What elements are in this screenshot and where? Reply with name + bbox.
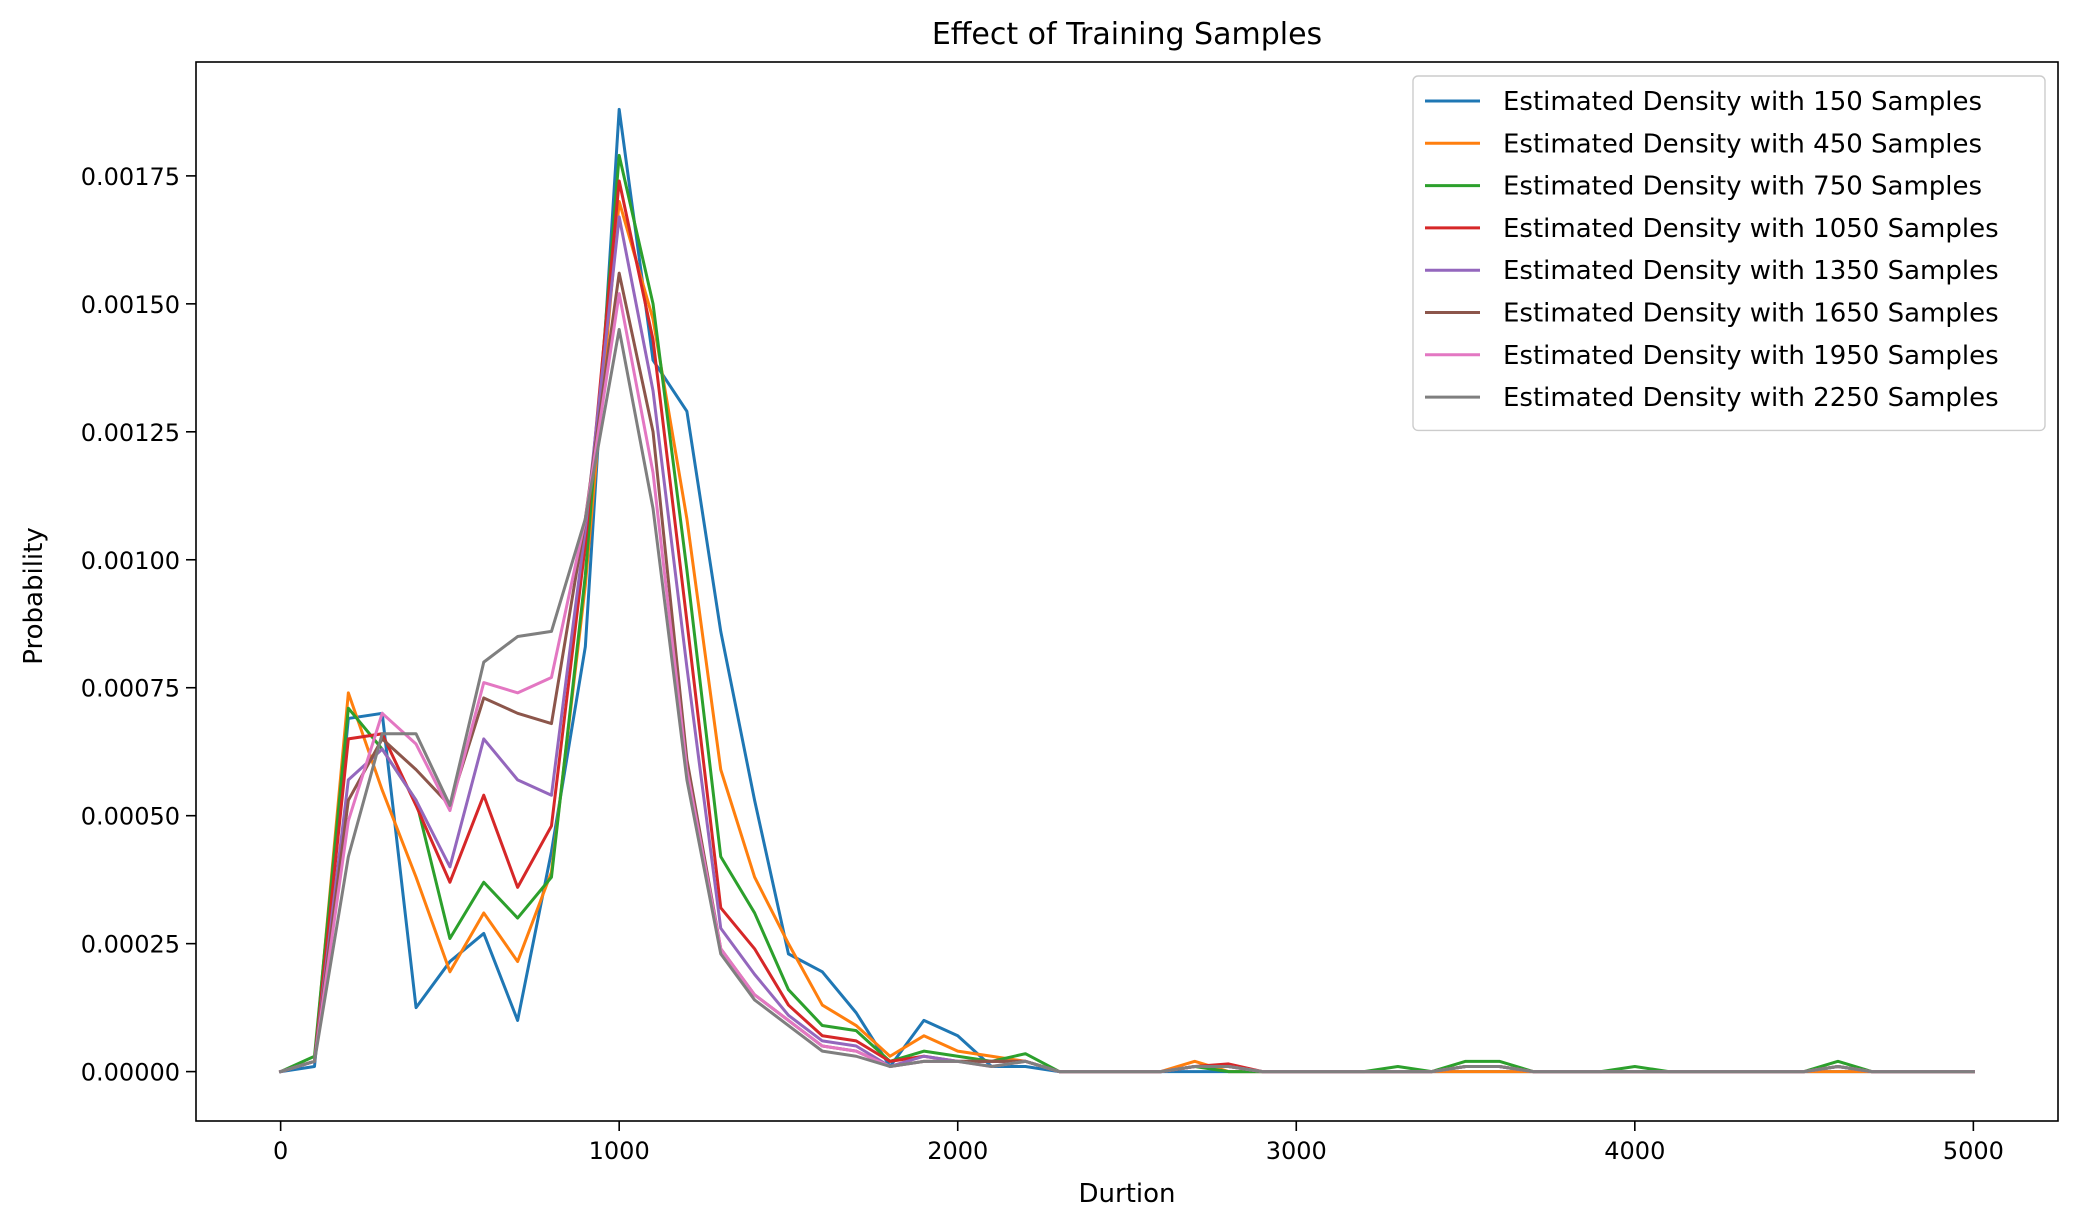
x-tick-label: 5000 <box>1943 1137 2004 1165</box>
y-tick-label: 0.00150 <box>81 291 180 319</box>
y-tick-label: 0.00175 <box>81 163 180 191</box>
series-lines <box>278 107 1975 1074</box>
legend-label: Estimated Density with 1050 Samples <box>1503 214 1999 244</box>
legend-label: Estimated Density with 1950 Samples <box>1503 341 1999 371</box>
legend-frame <box>1412 75 2046 432</box>
x-axis-label: Durtion <box>1079 1179 1176 1209</box>
x-tick-label: 0 <box>273 1137 288 1165</box>
y-tick-label: 0.00025 <box>81 931 180 959</box>
x-axis-ticks: 0 1000 2000 3000 4000 5000 <box>273 1121 2004 1165</box>
y-tick-label: 0.00000 <box>81 1059 180 1087</box>
y-axis-ticks: 0.00000 0.00025 0.00050 0.00075 0.00100 0.001… <box>81 163 196 1087</box>
legend: Estimated Density with 150 Samples Estima… <box>1412 75 2046 432</box>
y-axis-label: Probability <box>19 527 49 664</box>
x-tick-label: 3000 <box>1266 1137 1327 1165</box>
x-tick-label: 2000 <box>927 1137 988 1165</box>
legend-label: Estimated Density with 1650 Samples <box>1503 299 1999 329</box>
chart-title: Effect of Training Samples <box>932 17 1322 52</box>
legend-label: Estimated Density with 750 Samples <box>1503 172 1982 202</box>
y-tick-label: 0.00075 <box>81 675 180 703</box>
plot-frame <box>195 61 2059 1122</box>
series-line-7 <box>278 327 1975 1074</box>
x-tick-label: 1000 <box>589 1137 650 1165</box>
y-tick-label: 0.00050 <box>81 803 180 831</box>
legend-label: Estimated Density with 1350 Samples <box>1503 256 1999 286</box>
legend-label: Estimated Density with 150 Samples <box>1503 87 1982 117</box>
y-tick-label: 0.00125 <box>81 419 180 447</box>
legend-label: Estimated Density with 450 Samples <box>1503 129 1982 159</box>
x-tick-label: 4000 <box>1604 1137 1665 1165</box>
legend-label: Estimated Density with 2250 Samples <box>1503 383 1999 413</box>
y-tick-label: 0.00100 <box>81 547 180 575</box>
